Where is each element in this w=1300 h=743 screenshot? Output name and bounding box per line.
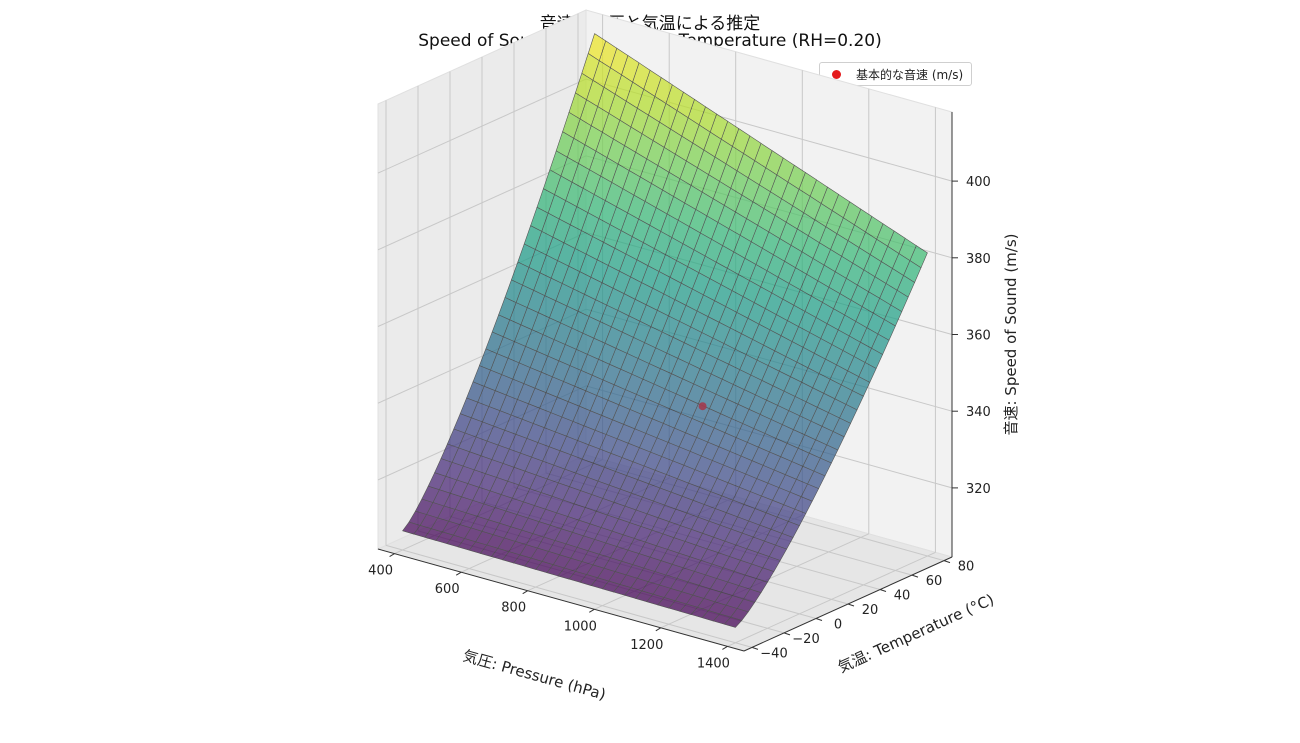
y-tick-label: 80 (958, 560, 975, 575)
y-tick-label-mark (815, 618, 823, 621)
y-tick-label: 0 (834, 618, 842, 633)
x-tick-label-mark (455, 571, 462, 576)
reference-point (698, 402, 707, 411)
grid-line (385, 544, 753, 648)
y-tick-label: −20 (792, 632, 819, 647)
x-tick-label: 400 (368, 564, 393, 579)
z-tick-label: 380 (966, 252, 991, 267)
grid-line (377, 78, 587, 174)
x-tick-label: 1400 (697, 656, 730, 671)
y-tick-label: −40 (760, 646, 787, 661)
surface-cell (402, 521, 421, 535)
y-tick-label: 40 (894, 589, 911, 604)
y-tick-label-mark (847, 603, 855, 607)
legend-label: 基本的な音速 (m/s) (856, 67, 964, 82)
z-tick-label: 340 (966, 405, 991, 420)
y-tick-label-mark (751, 646, 759, 650)
legend-marker (832, 69, 841, 79)
x-tick-label: 1200 (630, 638, 663, 653)
z-tick-label: 320 (966, 482, 991, 497)
y-tick-label-mark (879, 589, 887, 592)
y-tick-label: 60 (926, 574, 943, 589)
z-tick-label: 400 (966, 175, 991, 190)
x-tick-label-mark (722, 645, 728, 650)
x-tick-label-mark (522, 590, 528, 595)
z-tick-label: 360 (966, 329, 991, 344)
y-tick-label-mark (911, 574, 919, 578)
x-tick-label: 800 (501, 601, 526, 616)
x-tick-label-mark (589, 608, 595, 613)
x-tick-label: 1000 (564, 619, 597, 634)
y-tick-label-mark (783, 632, 791, 636)
x-axis-line (377, 548, 745, 652)
x-tick-label: 600 (435, 582, 460, 597)
x-axis-title: 気圧: Pressure (hPa) (461, 647, 608, 704)
z-axis-title: 音速: Speed of Sound (m/s) (1002, 233, 1020, 435)
y-tick-label-mark (943, 560, 951, 564)
tick-labels: 400 600 800 1000 1200 1400 −40 −20 0 20 40 60 80 320 3… (368, 175, 991, 671)
x-tick-label-mark (655, 627, 662, 632)
surface (402, 33, 928, 628)
x-tick-label-mark (389, 553, 395, 558)
y-axis-title: 気温: Temperature (°C) (835, 590, 997, 676)
y-tick-label: 20 (862, 603, 879, 618)
